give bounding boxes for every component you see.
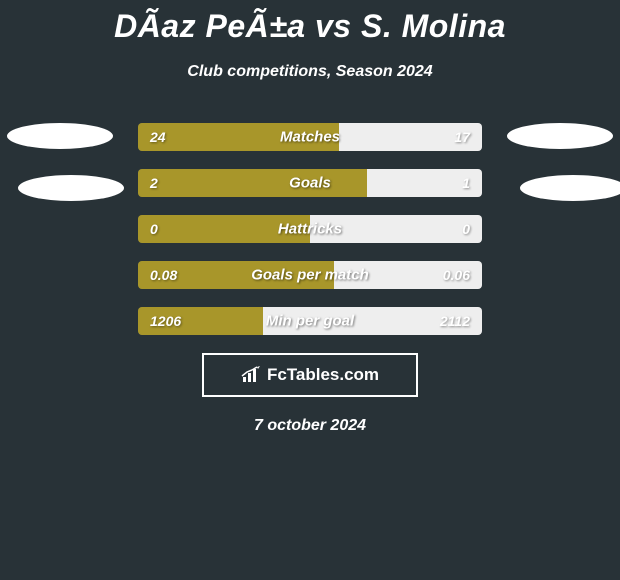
stats-area: 24 Matches 17 2 Goals 1 0 Hattricks 0 [0, 123, 620, 435]
logo-text: FcTables.com [267, 365, 379, 385]
stat-label: Goals per match [251, 267, 369, 284]
stat-value-left: 1206 [150, 313, 181, 329]
player-right-ellipse-1 [507, 123, 613, 149]
main-container: DÃ­az PeÃ±a vs S. Molina Club competitio… [0, 0, 620, 435]
stat-bar-left [138, 169, 367, 197]
player-right-ellipse-2 [520, 175, 620, 201]
stat-value-left: 24 [150, 129, 166, 145]
logo-box: FcTables.com [202, 353, 418, 397]
stat-row-matches: 24 Matches 17 [138, 123, 482, 151]
date-text: 7 october 2024 [0, 417, 620, 435]
stat-value-left: 0.08 [150, 267, 177, 283]
stat-value-right: 0.06 [443, 267, 470, 283]
logo-content: FcTables.com [241, 365, 379, 385]
stat-label: Hattricks [278, 221, 342, 238]
stat-label: Matches [280, 129, 340, 146]
stat-value-left: 0 [150, 221, 158, 237]
stat-value-right: 1 [462, 175, 470, 191]
player-left-ellipse-2 [18, 175, 124, 201]
stat-value-right: 17 [454, 129, 470, 145]
chart-icon [241, 366, 263, 384]
stat-value-right: 0 [462, 221, 470, 237]
stat-label: Min per goal [266, 313, 354, 330]
stat-row-hattricks: 0 Hattricks 0 [138, 215, 482, 243]
stat-row-goals-per-match: 0.08 Goals per match 0.06 [138, 261, 482, 289]
stat-row-min-per-goal: 1206 Min per goal 2112 [138, 307, 482, 335]
bars-container: 24 Matches 17 2 Goals 1 0 Hattricks 0 [138, 123, 482, 335]
stat-value-left: 2 [150, 175, 158, 191]
stat-row-goals: 2 Goals 1 [138, 169, 482, 197]
page-title: DÃ­az PeÃ±a vs S. Molina [0, 8, 620, 45]
subtitle: Club competitions, Season 2024 [0, 63, 620, 81]
stat-value-right: 2112 [440, 313, 470, 329]
stat-label: Goals [289, 175, 331, 192]
player-left-ellipse-1 [7, 123, 113, 149]
